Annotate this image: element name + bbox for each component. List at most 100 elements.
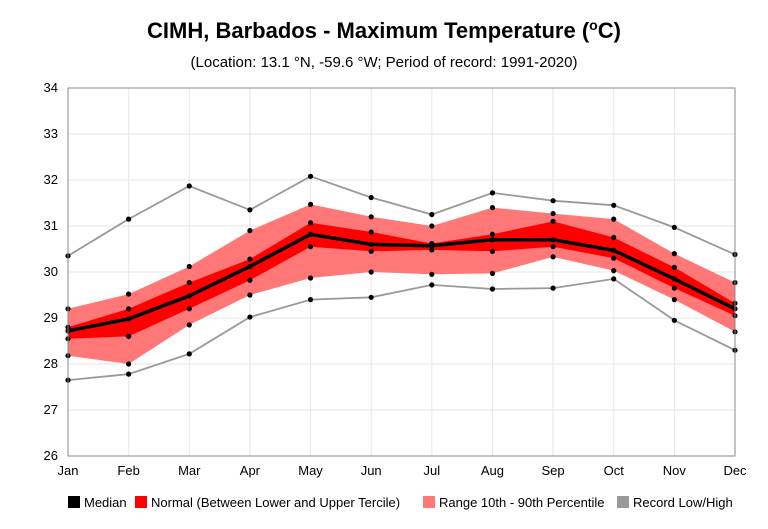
- range-lower-point-6: [429, 271, 435, 277]
- x-tick-label-7: Aug: [481, 463, 504, 478]
- normal-upper-point-8: [550, 218, 556, 224]
- record-low-line: [67, 277, 736, 381]
- record-high-point-4: [307, 173, 314, 179]
- record-low-point-5: [368, 294, 374, 300]
- range-lower-point-7: [489, 270, 496, 276]
- x-tick-label-1: Feb: [117, 463, 139, 478]
- range-upper-point-10: [671, 251, 677, 257]
- record-low-point-10: [671, 317, 677, 323]
- normal-lower-point-8: [550, 244, 556, 250]
- range-upper-point-3: [247, 228, 253, 234]
- normal-lower-point-10: [671, 285, 677, 291]
- range-lower-point-10: [671, 297, 677, 303]
- x-tick-label-2: Mar: [178, 463, 201, 478]
- record-high-point-7: [489, 190, 496, 196]
- y-tick-label-0: 26: [44, 448, 58, 463]
- median-point-3: [247, 263, 253, 270]
- range-lower-point-5: [368, 269, 374, 275]
- y-tick-label-3: 29: [44, 310, 58, 325]
- legend-label-normal: Normal (Between Lower and Upper Tercile): [151, 495, 400, 510]
- normal-upper-point-9: [611, 234, 617, 241]
- normal-upper-point-7: [489, 231, 496, 237]
- y-tick-label-5: 31: [44, 218, 58, 233]
- normal-upper-point-1: [126, 306, 132, 312]
- x-tick-label-6: Jul: [424, 463, 441, 478]
- y-tick-label-2: 28: [44, 356, 58, 371]
- median-point-2: [186, 293, 192, 299]
- normal-lower-point-1: [126, 333, 132, 339]
- median-point-6: [429, 243, 435, 249]
- y-tick-label-4: 30: [44, 264, 58, 279]
- record-high-line: [67, 175, 736, 257]
- plot-area: 26 27 28 29 30 31 32 33 34 Jan Feb Mar Apr May Jun Jul A…: [44, 80, 748, 478]
- record-low-point-8: [550, 285, 556, 291]
- record-low-point-6: [429, 282, 435, 288]
- record-low-point-3: [247, 314, 253, 320]
- legend-swatch-range: [423, 496, 435, 508]
- range-lower-point-9: [611, 268, 617, 274]
- chart-title: CIMH, Barbados - Maximum Temperature (oC…: [147, 17, 621, 43]
- range-percentile-band: [68, 204, 735, 364]
- record-high-point-5: [368, 194, 374, 201]
- record-high-point-6: [429, 211, 435, 218]
- normal-lower-point-5: [368, 248, 374, 254]
- legend-label-median: Median: [84, 495, 127, 510]
- x-tick-label-10: Nov: [663, 463, 687, 478]
- x-tick-label-3: Apr: [240, 463, 261, 478]
- range-lower-point-1: [126, 361, 132, 367]
- normal-lower-point-4: [307, 244, 314, 250]
- normal-lower-point-9: [611, 255, 617, 261]
- normal-lower-point-3: [247, 277, 253, 283]
- median-point-1: [126, 316, 132, 322]
- normal-upper-point-3: [247, 256, 253, 262]
- y-tick-label-6: 32: [44, 172, 58, 187]
- median-point-10: [671, 276, 677, 282]
- range-upper-point-9: [611, 216, 617, 222]
- y-tick-label-1: 27: [44, 402, 58, 417]
- legend-swatch-median: [68, 496, 80, 508]
- x-tick-label-8: Sep: [542, 463, 565, 478]
- range-upper-point-2: [186, 263, 192, 270]
- record-low-point-9: [611, 276, 617, 282]
- range-upper-point-7: [489, 205, 496, 211]
- range-lower-point-2: [186, 322, 192, 328]
- chart-subtitle: (Location: 13.1 °N, -59.6 °W; Period of …: [191, 54, 578, 71]
- range-lower-point-4: [307, 275, 314, 281]
- range-upper-point-5: [368, 214, 374, 220]
- record-low-point-4: [307, 297, 314, 303]
- record-low-point-2: [186, 351, 192, 357]
- normal-lower-point-6: [429, 247, 435, 253]
- legend: Median Normal (Between Lower and Upper Te…: [68, 495, 733, 510]
- range-lower-point-3: [247, 292, 253, 298]
- record-low-point-1: [126, 371, 132, 377]
- normal-upper-point-4: [307, 220, 314, 226]
- record-high-point-2: [186, 183, 192, 189]
- y-tick-label-7: 33: [44, 126, 58, 141]
- record-high-point-3: [247, 207, 253, 213]
- y-tick-label-8: 34: [44, 80, 58, 95]
- record-high-point-1: [126, 216, 132, 222]
- range-upper-point-6: [429, 223, 435, 229]
- normal-upper-point-5: [368, 229, 374, 235]
- x-tick-label-4: May: [298, 463, 323, 478]
- normal-upper-point-2: [186, 279, 192, 286]
- median-point-7: [489, 237, 496, 243]
- x-tick-label-9: Oct: [604, 463, 625, 478]
- median-point-4: [307, 231, 314, 237]
- normal-lower-point-7: [489, 248, 496, 254]
- legend-swatch-record: [617, 496, 629, 508]
- legend-label-range: Range 10th - 90th Percentile: [439, 495, 605, 510]
- range-lower-point-8: [550, 254, 556, 260]
- plot-frame: [67, 87, 736, 457]
- x-tick-label-11: Dec: [723, 463, 747, 478]
- x-tick-label-0: Jan: [58, 463, 79, 478]
- record-high-point-10: [671, 224, 677, 230]
- legend-label-record: Record Low/High: [633, 495, 733, 510]
- legend-swatch-normal: [135, 496, 147, 508]
- record-high-point-8: [550, 198, 556, 204]
- record-low-point-7: [489, 286, 496, 292]
- record-high-point-9: [611, 202, 617, 208]
- normal-lower-point-2: [186, 306, 192, 312]
- median-point-8: [550, 237, 556, 243]
